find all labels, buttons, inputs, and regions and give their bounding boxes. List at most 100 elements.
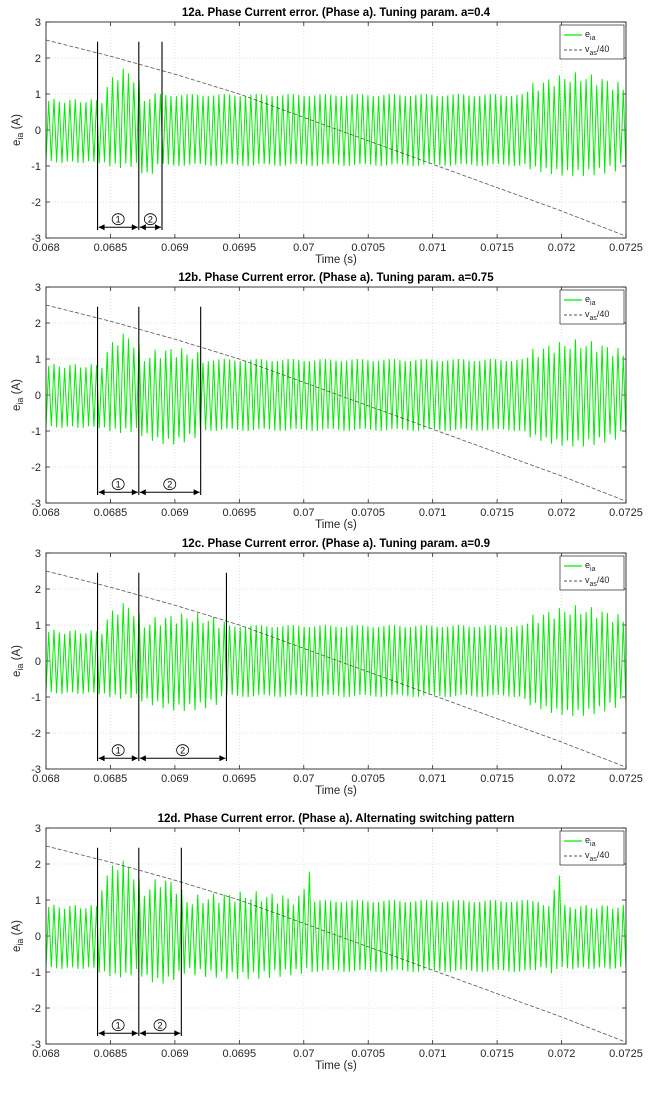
legend-label: eia xyxy=(585,294,596,307)
arrow-head-left xyxy=(139,1030,146,1037)
legend: eia vas/40 xyxy=(559,830,625,866)
x-tick-label: 0.0685 xyxy=(94,1048,128,1060)
legend: eia vas/40 xyxy=(559,24,625,60)
arrow-head-left xyxy=(98,489,105,496)
x-tick-label: 0.0695 xyxy=(223,242,257,254)
series-line-eia xyxy=(46,68,626,177)
legend-box xyxy=(559,830,625,866)
y-tick-label: 0 xyxy=(35,390,41,402)
axes-box xyxy=(45,827,627,1045)
x-tick-label: 0.069 xyxy=(161,507,189,519)
x-tick-label: 0.071 xyxy=(419,507,447,519)
series-line-eia xyxy=(46,860,626,984)
y-tick-label: 1 xyxy=(35,89,41,101)
y-tick-label: -3 xyxy=(31,233,41,245)
x-tick-label: 0.07 xyxy=(293,242,314,254)
legend-box xyxy=(559,555,625,591)
y-tick-label: -2 xyxy=(31,462,41,474)
axes-box xyxy=(45,21,627,239)
x-tick-label: 0.0725 xyxy=(609,507,643,519)
x-tick-label: 0.0685 xyxy=(94,242,128,254)
y-tick-label: 2 xyxy=(35,318,41,330)
interval-2: 2 xyxy=(139,213,161,231)
interval-label: 1 xyxy=(116,746,121,756)
series-line-vas xyxy=(46,304,626,502)
plot-series-group xyxy=(46,304,626,502)
chart-title: 12a. Phase Current error. (Phase a). Tun… xyxy=(182,7,491,19)
interval-label: 2 xyxy=(158,1021,163,1031)
y-tick-label: 3 xyxy=(35,548,41,560)
legend-label: eia xyxy=(585,835,596,848)
x-tick-label: 0.0715 xyxy=(480,1048,514,1060)
y-tick-label: -1 xyxy=(31,692,41,704)
x-tick-label: 0.0705 xyxy=(351,1048,385,1060)
arrow-head-left xyxy=(98,1030,105,1037)
x-tick-label: 0.071 xyxy=(419,242,447,254)
y-tick-label: -1 xyxy=(31,967,41,979)
legend-box xyxy=(559,289,625,325)
series-line-vas xyxy=(46,570,626,768)
chart-title: 12c. Phase Current error. (Phase a). Tun… xyxy=(182,538,490,550)
y-axis-label: eia (A) xyxy=(11,379,25,411)
y-axis-label: eia (A) xyxy=(11,920,25,952)
series-line-vas xyxy=(46,39,626,237)
arrow-head-left xyxy=(98,755,105,762)
legend-label: vas/40 xyxy=(585,850,609,863)
arrow-head-right xyxy=(193,489,200,496)
y-tick-label: -1 xyxy=(31,161,41,173)
axes-box xyxy=(45,552,627,770)
y-tick-label: -2 xyxy=(31,197,41,209)
x-tick-label: 0.072 xyxy=(548,242,576,254)
chart-title: 12b. Phase Current error. (Phase a). Tun… xyxy=(178,272,494,284)
plot-series-group xyxy=(46,570,626,768)
interval-2: 2 xyxy=(139,478,200,496)
y-tick-label: 3 xyxy=(35,17,41,29)
x-tick-label: 0.069 xyxy=(161,242,189,254)
legend-box xyxy=(559,24,625,60)
x-tick-label: 0.068 xyxy=(32,773,60,785)
x-tick-label: 0.0695 xyxy=(223,773,257,785)
x-tick-label: 0.0725 xyxy=(609,1048,643,1060)
x-axis-label: Time (s) xyxy=(315,519,357,531)
x-tick-label: 0.068 xyxy=(32,507,60,519)
y-tick-label: 1 xyxy=(35,620,41,632)
y-tick-label: 0 xyxy=(35,125,41,137)
y-tick-label: 0 xyxy=(35,931,41,943)
y-tick-label: 2 xyxy=(35,53,41,65)
arrow-head-right xyxy=(131,1030,138,1037)
arrow-head-right xyxy=(174,1030,181,1037)
plot-series-group xyxy=(46,39,626,237)
legend-label: eia xyxy=(585,29,596,42)
x-tick-label: 0.071 xyxy=(419,773,447,785)
interval-label-circle xyxy=(111,744,125,757)
x-tick-label: 0.0685 xyxy=(94,507,128,519)
legend-label: vas/40 xyxy=(585,575,609,588)
x-tick-label: 0.068 xyxy=(32,1048,60,1060)
legend: eia vas/40 xyxy=(559,555,625,591)
y-tick-label: -2 xyxy=(31,728,41,740)
series-line-vas xyxy=(46,845,626,1043)
x-tick-label: 0.072 xyxy=(548,507,576,519)
arrow-head-left xyxy=(139,224,146,231)
y-tick-label: 1 xyxy=(35,354,41,366)
y-tick-label: 2 xyxy=(35,859,41,871)
arrow-head-right xyxy=(131,224,138,231)
interval-label: 2 xyxy=(148,215,153,225)
x-tick-label: 0.0715 xyxy=(480,242,514,254)
interval-1: 1 xyxy=(98,1019,138,1037)
interval-label: 1 xyxy=(116,1021,121,1031)
x-tick-label: 0.0695 xyxy=(223,1048,257,1060)
x-tick-label: 0.0705 xyxy=(351,507,385,519)
y-tick-label: 2 xyxy=(35,584,41,596)
x-tick-label: 0.07 xyxy=(293,1048,314,1060)
x-tick-label: 0.068 xyxy=(32,242,60,254)
x-tick-label: 0.072 xyxy=(548,1048,576,1060)
chart-panel-3: 0.068 0.0685 0.069 0.0695 0.07 0.0705 0.071 0.0… xyxy=(11,538,643,797)
axes-box xyxy=(45,286,627,504)
x-axis-label: Time (s) xyxy=(315,785,357,797)
series-line-eia xyxy=(46,333,626,447)
arrow-head-right xyxy=(219,755,226,762)
x-tick-label: 0.069 xyxy=(161,1048,189,1060)
